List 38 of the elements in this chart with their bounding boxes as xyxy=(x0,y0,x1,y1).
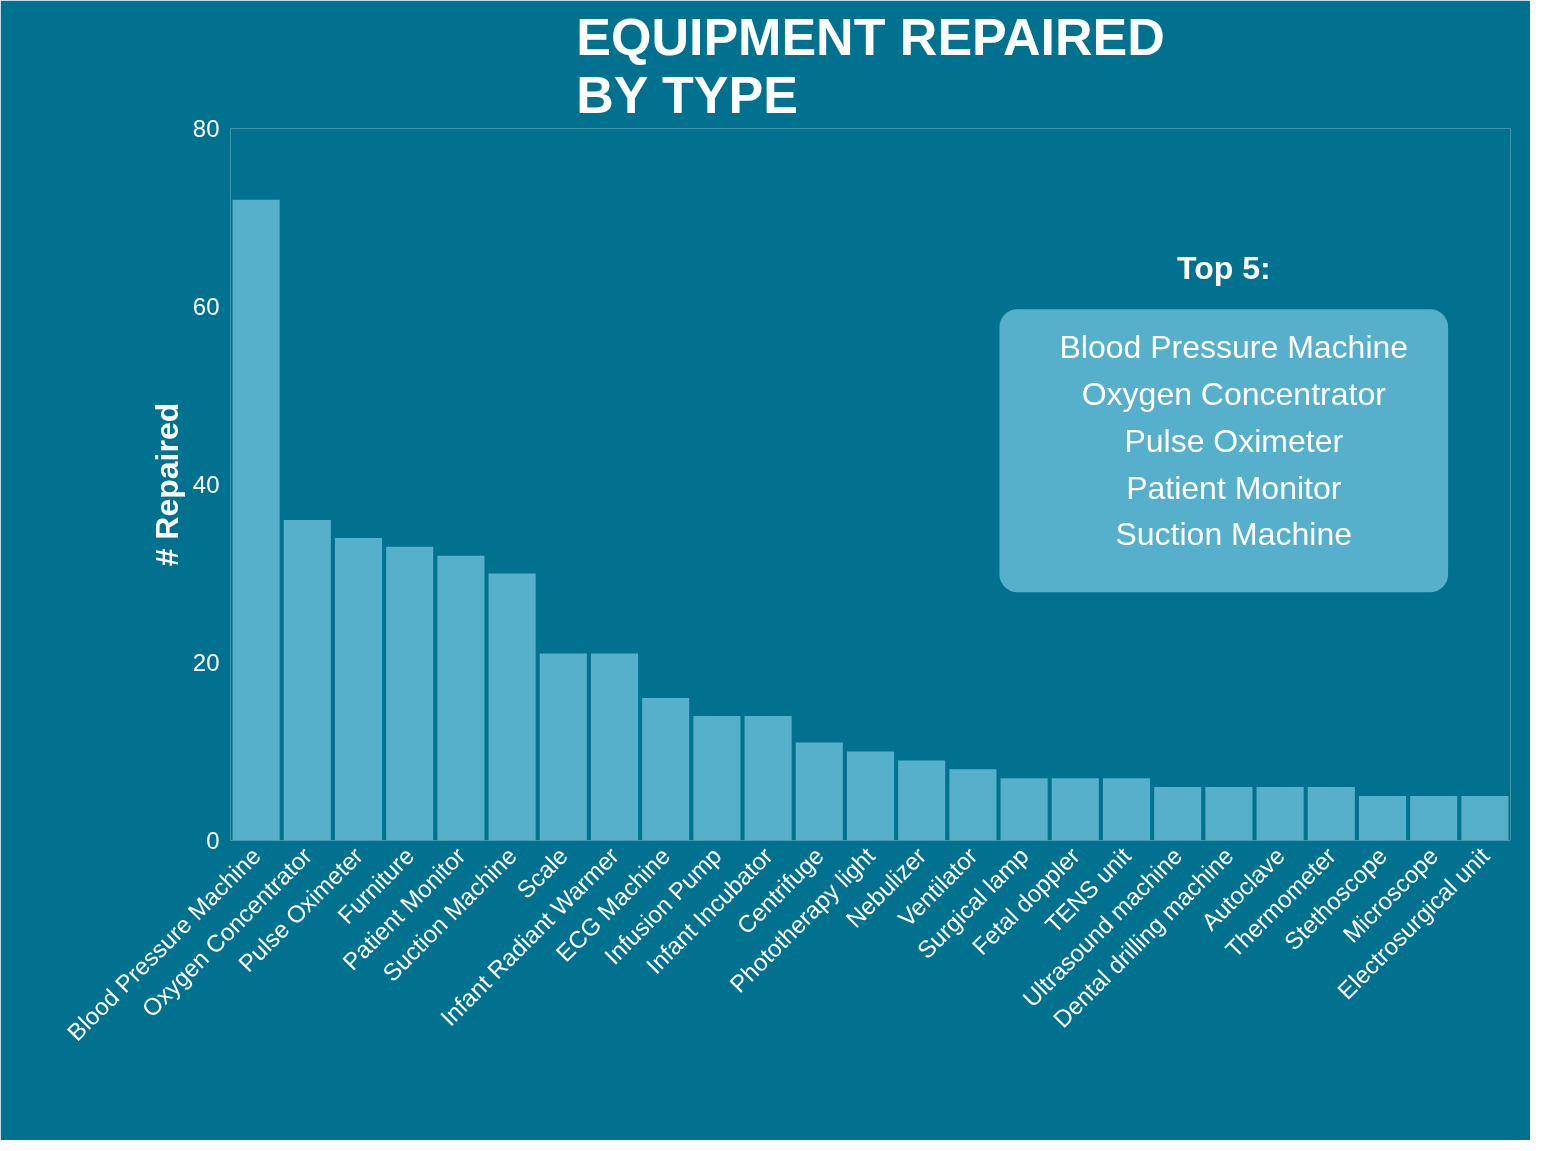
bar xyxy=(437,555,485,841)
bar xyxy=(1102,778,1151,841)
bar xyxy=(898,760,946,841)
bar xyxy=(1051,778,1099,841)
bar xyxy=(846,751,895,841)
y-tick-label: 40 xyxy=(192,471,220,498)
bar xyxy=(334,537,383,841)
annotation: Top 5: xyxy=(1176,250,1271,287)
bar xyxy=(1410,796,1458,841)
bar xyxy=(1307,787,1355,841)
bar xyxy=(488,573,536,841)
y-tick-label: 80 xyxy=(192,115,220,142)
annotation: Patient Monitor xyxy=(1126,469,1342,506)
bar xyxy=(386,546,434,841)
bar xyxy=(232,199,280,841)
bar xyxy=(1358,796,1407,841)
y-axis-title: # Repaired xyxy=(148,402,185,567)
bar xyxy=(590,653,639,841)
annotation: Suction Machine xyxy=(1115,516,1353,553)
bar xyxy=(539,653,587,841)
y-tick-label: 20 xyxy=(192,649,220,676)
bar xyxy=(744,715,792,841)
y-tick-label: 60 xyxy=(192,293,220,320)
bar xyxy=(1154,787,1202,841)
bar xyxy=(1000,778,1048,841)
annotation: Pulse Oximeter xyxy=(1124,422,1344,459)
chart-title: EQUIPMENT REPAIRED BY TYPE xyxy=(576,7,1165,124)
bar xyxy=(283,520,331,841)
bar xyxy=(1205,787,1253,841)
bar xyxy=(795,742,843,841)
bar xyxy=(949,769,997,841)
bar xyxy=(1256,787,1304,841)
bar xyxy=(1461,796,1509,841)
bar xyxy=(693,715,741,841)
annotation: Blood Pressure Machine xyxy=(1059,329,1409,366)
y-tick-label: 0 xyxy=(206,827,220,854)
bar xyxy=(642,698,690,841)
annotation: Oxygen Concentrator xyxy=(1081,375,1387,412)
